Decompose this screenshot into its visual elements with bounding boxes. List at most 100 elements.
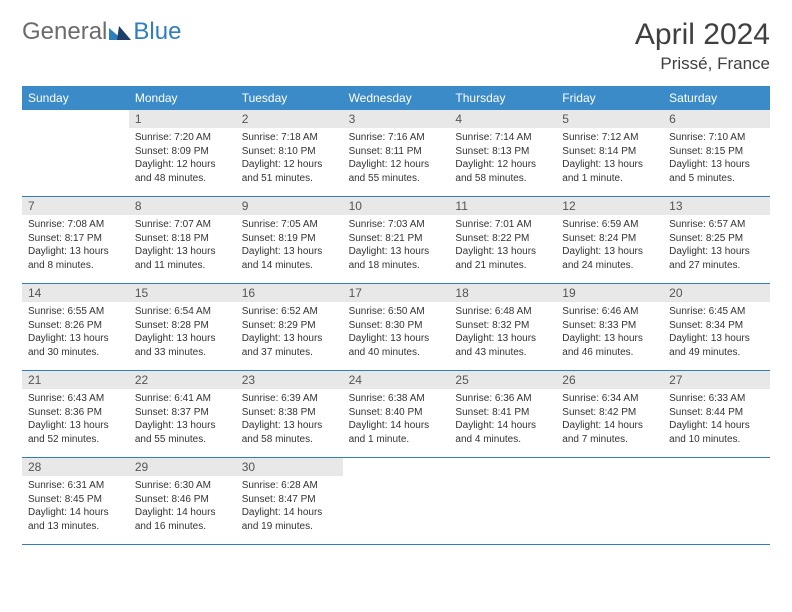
day-cell: 7Sunrise: 7:08 AMSunset: 8:17 PMDaylight… (22, 197, 129, 283)
week-row: 21Sunrise: 6:43 AMSunset: 8:36 PMDayligh… (22, 371, 770, 458)
day-number: 24 (343, 371, 450, 389)
day-cell: 19Sunrise: 6:46 AMSunset: 8:33 PMDayligh… (556, 284, 663, 370)
day-number: 22 (129, 371, 236, 389)
sunrise-line: Sunrise: 7:20 AM (135, 131, 230, 145)
sunrise-line: Sunrise: 7:07 AM (135, 218, 230, 232)
day-cell: 30Sunrise: 6:28 AMSunset: 8:47 PMDayligh… (236, 458, 343, 544)
day-details: Sunrise: 6:50 AMSunset: 8:30 PMDaylight:… (343, 302, 450, 363)
empty-cell (449, 458, 556, 544)
sunrise-line: Sunrise: 7:18 AM (242, 131, 337, 145)
day-details: Sunrise: 6:46 AMSunset: 8:33 PMDaylight:… (556, 302, 663, 363)
day-cell: 20 Sunrise: 6:45 AMSunset: 8:34 PMDayligh… (663, 284, 770, 370)
calendar-body: 1Sunrise: 7:20 AMSunset: 8:09 PMDaylight… (22, 110, 770, 545)
weekday-header: Wednesday (343, 86, 450, 110)
day-details: Sunrise: 6:39 AMSunset: 8:38 PMDaylight:… (236, 389, 343, 450)
day-details: Sunrise: 6:48 AMSunset: 8:32 PMDaylight:… (449, 302, 556, 363)
day-number: 20 (663, 284, 770, 302)
day-number: 23 (236, 371, 343, 389)
sunset-line: Sunset: 8:10 PM (242, 145, 337, 159)
day-cell: 27Sunrise: 6:33 AMSunset: 8:44 PMDayligh… (663, 371, 770, 457)
day-number: 26 (556, 371, 663, 389)
day-details: Sunrise: 7:16 AMSunset: 8:11 PMDaylight:… (343, 128, 450, 189)
day-details: Sunrise: 7:20 AMSunset: 8:09 PMDaylight:… (129, 128, 236, 189)
day-cell: 29Sunrise: 6:30 AMSunset: 8:46 PMDayligh… (129, 458, 236, 544)
day-number: 14 (22, 284, 129, 302)
sunset-line: Sunset: 8:37 PM (135, 406, 230, 420)
sunrise-line: Sunrise: 6:48 AM (455, 305, 550, 319)
sunrise-line: Sunrise: 6:39 AM (242, 392, 337, 406)
sunrise-line: Sunrise: 6:54 AM (135, 305, 230, 319)
day-number (22, 110, 129, 128)
daylight-line: Daylight: 13 hours and 11 minutes. (135, 245, 230, 272)
calendar: SundayMondayTuesdayWednesdayThursdayFrid… (22, 86, 770, 545)
sunset-line: Sunset: 8:44 PM (669, 406, 764, 420)
sunset-line: Sunset: 8:19 PM (242, 232, 337, 246)
day-details: Sunrise: 6:59 AMSunset: 8:24 PMDaylight:… (556, 215, 663, 276)
sunrise-line: Sunrise: 6:57 AM (669, 218, 764, 232)
sunset-line: Sunset: 8:26 PM (28, 319, 123, 333)
week-row: 28Sunrise: 6:31 AMSunset: 8:45 PMDayligh… (22, 458, 770, 545)
day-cell: 9Sunrise: 7:05 AMSunset: 8:19 PMDaylight… (236, 197, 343, 283)
day-number (556, 458, 663, 476)
sunset-line: Sunset: 8:38 PM (242, 406, 337, 420)
sunset-line: Sunset: 8:34 PM (669, 319, 764, 333)
day-details: Sunrise: 7:18 AMSunset: 8:10 PMDaylight:… (236, 128, 343, 189)
sunrise-line: Sunrise: 7:01 AM (455, 218, 550, 232)
day-details: Sunrise: 6:55 AMSunset: 8:26 PMDaylight:… (22, 302, 129, 363)
sunrise-line: Sunrise: 6:45 AM (669, 305, 764, 319)
daylight-line: Daylight: 13 hours and 40 minutes. (349, 332, 444, 359)
sunrise-line: Sunrise: 6:43 AM (28, 392, 123, 406)
day-number: 15 (129, 284, 236, 302)
day-cell: 6Sunrise: 7:10 AMSunset: 8:15 PMDaylight… (663, 110, 770, 196)
daylight-line: Daylight: 13 hours and 18 minutes. (349, 245, 444, 272)
sunset-line: Sunset: 8:40 PM (349, 406, 444, 420)
sunset-line: Sunset: 8:45 PM (28, 493, 123, 507)
sunrise-line: Sunrise: 6:50 AM (349, 305, 444, 319)
empty-cell (343, 458, 450, 544)
daylight-line: Daylight: 13 hours and 33 minutes. (135, 332, 230, 359)
day-cell: 3Sunrise: 7:16 AMSunset: 8:11 PMDaylight… (343, 110, 450, 196)
daylight-line: Daylight: 13 hours and 46 minutes. (562, 332, 657, 359)
logo-triangle-icon (109, 24, 131, 40)
day-cell: 5Sunrise: 7:12 AMSunset: 8:14 PMDaylight… (556, 110, 663, 196)
day-number: 17 (343, 284, 450, 302)
sunset-line: Sunset: 8:41 PM (455, 406, 550, 420)
day-cell: 8Sunrise: 7:07 AMSunset: 8:18 PMDaylight… (129, 197, 236, 283)
day-number: 10 (343, 197, 450, 215)
empty-cell (663, 458, 770, 544)
sunset-line: Sunset: 8:33 PM (562, 319, 657, 333)
sunrise-line: Sunrise: 6:38 AM (349, 392, 444, 406)
day-cell: 12Sunrise: 6:59 AMSunset: 8:24 PMDayligh… (556, 197, 663, 283)
daylight-line: Daylight: 13 hours and 49 minutes. (669, 332, 764, 359)
sunset-line: Sunset: 8:15 PM (669, 145, 764, 159)
sunrise-line: Sunrise: 6:31 AM (28, 479, 123, 493)
daylight-line: Daylight: 13 hours and 8 minutes. (28, 245, 123, 272)
day-cell: 2Sunrise: 7:18 AMSunset: 8:10 PMDaylight… (236, 110, 343, 196)
day-number: 25 (449, 371, 556, 389)
sunrise-line: Sunrise: 6:36 AM (455, 392, 550, 406)
day-number: 7 (22, 197, 129, 215)
sunrise-line: Sunrise: 6:33 AM (669, 392, 764, 406)
day-number: 27 (663, 371, 770, 389)
weekday-header: Monday (129, 86, 236, 110)
daylight-line: Daylight: 13 hours and 24 minutes. (562, 245, 657, 272)
sunrise-line: Sunrise: 7:12 AM (562, 131, 657, 145)
sunset-line: Sunset: 8:42 PM (562, 406, 657, 420)
day-details: Sunrise: 6:33 AMSunset: 8:44 PMDaylight:… (663, 389, 770, 450)
header: General Blue April 2024 Prissé, France (22, 18, 770, 74)
sunrise-line: Sunrise: 7:16 AM (349, 131, 444, 145)
sunset-line: Sunset: 8:18 PM (135, 232, 230, 246)
sunset-line: Sunset: 8:28 PM (135, 319, 230, 333)
day-number: 13 (663, 197, 770, 215)
day-details: Sunrise: 7:10 AMSunset: 8:15 PMDaylight:… (663, 128, 770, 189)
day-details: Sunrise: 6:30 AMSunset: 8:46 PMDaylight:… (129, 476, 236, 537)
day-number: 5 (556, 110, 663, 128)
daylight-line: Daylight: 12 hours and 58 minutes. (455, 158, 550, 185)
daylight-line: Daylight: 13 hours and 1 minute. (562, 158, 657, 185)
sunrise-line: Sunrise: 7:03 AM (349, 218, 444, 232)
day-cell: 23Sunrise: 6:39 AMSunset: 8:38 PMDayligh… (236, 371, 343, 457)
day-number: 16 (236, 284, 343, 302)
day-details: Sunrise: 7:05 AMSunset: 8:19 PMDaylight:… (236, 215, 343, 276)
page-title: April 2024 (635, 18, 770, 52)
week-row: 14Sunrise: 6:55 AMSunset: 8:26 PMDayligh… (22, 284, 770, 371)
